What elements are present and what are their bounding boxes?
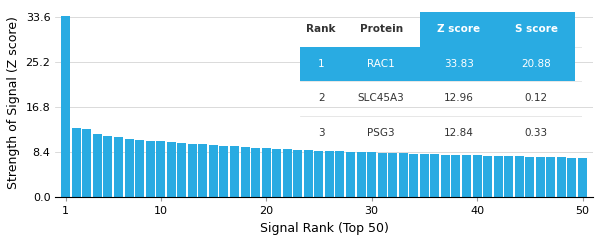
Bar [346, 152, 355, 197]
Bar [367, 152, 376, 197]
Bar [441, 155, 450, 197]
Bar [61, 16, 70, 197]
Bar [462, 155, 471, 197]
Bar [135, 140, 144, 197]
Text: 12.96: 12.96 [443, 93, 473, 103]
Bar [557, 158, 566, 197]
Text: 1: 1 [318, 59, 325, 69]
Bar [241, 147, 250, 197]
Text: Protein: Protein [359, 24, 403, 34]
Bar [483, 156, 492, 197]
FancyBboxPatch shape [300, 46, 575, 81]
Bar [526, 157, 534, 197]
Bar [536, 157, 545, 197]
Bar [494, 156, 503, 197]
Bar [146, 141, 155, 197]
Text: RAC1: RAC1 [367, 59, 395, 69]
Bar [114, 137, 123, 197]
FancyBboxPatch shape [497, 12, 575, 46]
Text: SLC45A3: SLC45A3 [358, 93, 404, 103]
Bar [283, 150, 292, 197]
Text: PSG3: PSG3 [367, 128, 395, 138]
Bar [409, 154, 418, 197]
Bar [314, 151, 323, 197]
Text: 0.33: 0.33 [524, 128, 548, 138]
Bar [388, 153, 397, 197]
Text: 33.83: 33.83 [443, 59, 473, 69]
Bar [293, 150, 302, 197]
Bar [377, 153, 386, 197]
Text: 2: 2 [318, 93, 325, 103]
Text: Z score: Z score [437, 24, 480, 34]
Bar [451, 155, 460, 197]
Bar [125, 139, 134, 197]
X-axis label: Signal Rank (Top 50): Signal Rank (Top 50) [260, 222, 389, 235]
Bar [167, 142, 176, 197]
Bar [399, 153, 408, 197]
Text: 3: 3 [318, 128, 325, 138]
Text: 12.84: 12.84 [443, 128, 473, 138]
Bar [304, 150, 313, 197]
Bar [93, 134, 102, 197]
FancyBboxPatch shape [420, 12, 497, 46]
Bar [578, 158, 587, 197]
Text: 0.12: 0.12 [524, 93, 548, 103]
Bar [72, 128, 81, 197]
Bar [568, 158, 577, 197]
Bar [199, 144, 208, 197]
Bar [335, 151, 344, 197]
Bar [420, 154, 429, 197]
Bar [103, 136, 112, 197]
Text: 20.88: 20.88 [521, 59, 551, 69]
Bar [262, 148, 271, 197]
Bar [188, 144, 197, 197]
Bar [272, 149, 281, 197]
Bar [325, 151, 334, 197]
Bar [230, 146, 239, 197]
Text: S score: S score [515, 24, 557, 34]
Text: Rank: Rank [307, 24, 336, 34]
Bar [356, 152, 365, 197]
Bar [178, 143, 186, 197]
Bar [473, 155, 482, 197]
Bar [515, 156, 524, 197]
Bar [504, 156, 513, 197]
Bar [82, 129, 91, 197]
Bar [251, 148, 260, 197]
Bar [220, 146, 229, 197]
Bar [209, 145, 218, 197]
Bar [547, 157, 556, 197]
Bar [430, 154, 439, 197]
Y-axis label: Strength of Signal (Z score): Strength of Signal (Z score) [7, 16, 20, 189]
Bar [156, 141, 165, 197]
